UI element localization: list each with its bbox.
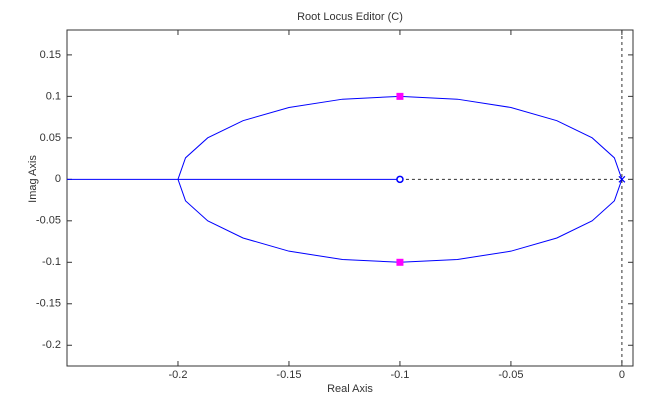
x-tick-label: -0.2 bbox=[168, 369, 187, 381]
y-axis-label: Imag Axis bbox=[27, 155, 39, 203]
x-axis-label: Real Axis bbox=[327, 383, 373, 395]
closed-loop-pole bbox=[396, 258, 404, 266]
y-tick-label: 0.1 bbox=[46, 90, 61, 102]
x-tick-label: -0.15 bbox=[276, 369, 301, 381]
x-tick-label: 0 bbox=[619, 369, 625, 381]
plot-area bbox=[66, 29, 634, 367]
x-tick-label: -0.1 bbox=[390, 369, 409, 381]
open-loop-pole bbox=[618, 175, 626, 183]
y-tick-label: -0.05 bbox=[36, 215, 61, 227]
y-tick-label: -0.1 bbox=[42, 256, 61, 268]
open-loop-zero bbox=[396, 175, 404, 184]
y-tick-label: 0.05 bbox=[40, 132, 61, 144]
y-tick-label: -0.15 bbox=[36, 298, 61, 310]
y-tick-label: -0.2 bbox=[42, 339, 61, 351]
y-tick-label: 0.15 bbox=[40, 49, 61, 61]
closed-loop-pole bbox=[396, 92, 404, 100]
chart-title: Root Locus Editor (C) bbox=[297, 11, 403, 23]
y-tick-label: 0 bbox=[55, 173, 61, 185]
x-tick-label: -0.05 bbox=[498, 369, 523, 381]
